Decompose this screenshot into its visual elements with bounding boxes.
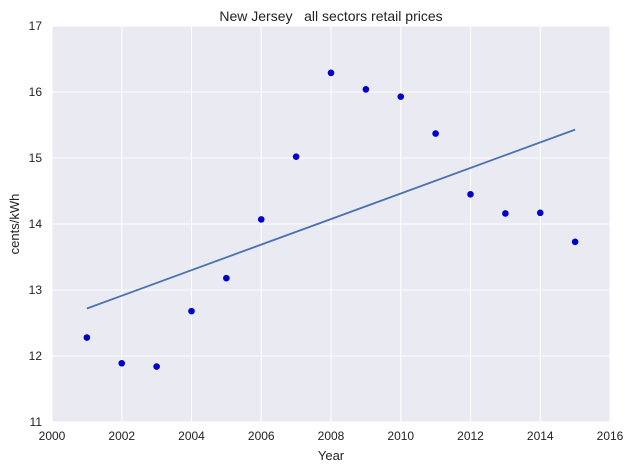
y-tick-label: 17 [29, 19, 43, 33]
x-tick-label: 2004 [178, 429, 205, 443]
data-point [83, 334, 91, 341]
y-tick-label: 13 [29, 283, 43, 297]
trend-line [86, 128, 576, 310]
data-point [327, 69, 335, 77]
data-point [467, 191, 474, 198]
y-axis-ticks: 11 12 13 14 15 16 17 [29, 19, 43, 429]
y-axis-label: cents/kWh [7, 194, 22, 255]
y-tick-label: 14 [29, 217, 43, 231]
x-tick-label: 2012 [457, 429, 484, 443]
data-point [536, 209, 544, 217]
x-axis-ticks: 2000 2002 2004 2006 2008 2010 2012 2014 2016 [39, 429, 624, 443]
y-tick-label: 16 [29, 85, 43, 99]
data-point [118, 359, 126, 367]
trend-line-layer [86, 128, 576, 310]
data-point [502, 210, 509, 217]
data-points [83, 69, 579, 370]
x-tick-label: 2010 [387, 429, 414, 443]
data-point [397, 93, 405, 100]
x-tick-label: 2002 [108, 429, 135, 443]
chart-title: New Jersey all sectors retail prices [219, 8, 442, 24]
y-tick-label: 15 [29, 151, 43, 165]
grid-lines [51, 25, 611, 423]
x-tick-label: 2014 [527, 429, 554, 443]
y-tick-label: 12 [29, 349, 43, 363]
x-axis-label: Year [318, 448, 345, 463]
data-point [292, 153, 300, 160]
x-tick-label: 2000 [39, 429, 66, 443]
data-point [432, 130, 439, 137]
data-point [153, 363, 160, 370]
data-point [362, 86, 370, 93]
data-point [257, 216, 265, 223]
x-tick-label: 2016 [597, 429, 624, 443]
y-tick-label: 11 [30, 415, 43, 429]
x-tick-label: 2008 [318, 429, 345, 443]
data-point [223, 274, 230, 282]
data-point [188, 307, 195, 315]
data-point [571, 238, 579, 246]
x-tick-label: 2006 [248, 429, 275, 443]
